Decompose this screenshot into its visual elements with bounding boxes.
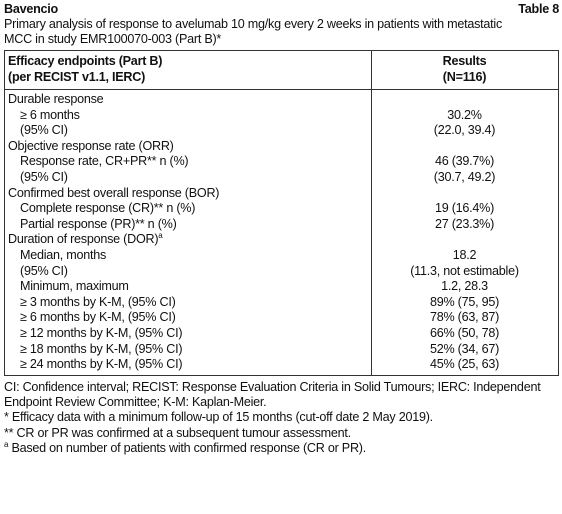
row-label: (95% CI) [20,169,68,184]
section-heading-cell: Confirmed best overall response (BOR) [5,186,371,202]
footnote: * Efficacy data with a minimum follow-up… [4,410,433,425]
document: Bavencio Table 8 Primary analysis of res… [4,2,559,456]
footnote: a Based on number of patients with confi… [4,439,556,456]
footnotes: CI: Confidence interval; RECIST: Respons… [4,380,556,456]
table-row: (95% CI) (30.7, 49.2) [5,170,558,186]
row-label: Partial response (PR)** n (%) [20,216,177,231]
row-label: (95% CI) [20,123,68,138]
header-cell: Results (N=116) [371,54,558,85]
section-heading: Objective response rate (ORR) [8,138,174,153]
table-row: Median, months 18.2 [5,248,558,264]
row-label: ≥ 24 months by K-M, (95% CI) [20,357,183,372]
caption: Primary analysis of response to avelumab… [4,17,503,46]
footnote: CI: Confidence interval; RECIST: Respons… [4,379,541,409]
table-row: (95% CI) (11.3, not estimable) [5,264,558,280]
table: Efficacy endpoints (Part B) (per RECIST … [4,50,559,376]
table-row: ≥ 18 months by K-M, (95% CI) 52% (34, 67) [5,342,558,358]
section-heading: Durable response [8,92,104,106]
section-heading: Confirmed best overall response (BOR) [8,185,220,200]
row-value: (22.0, 39.4) [433,123,496,138]
table-row: Complete response (CR)** n (%) 19 (16.4%) [5,201,558,217]
row-value: (11.3, not estimable) [410,263,519,278]
row-label: ≥ 12 months by K-M, (95% CI) [20,325,183,340]
row-label: Complete response (CR)** n (%) [20,201,196,216]
table-row: Response rate, CR+PR** n (%) 46 (39.7%) [5,154,558,170]
section-row: Duration of response (DOR)a [5,232,558,248]
row-value: 27 (23.3%) [434,216,495,231]
footnote-marker: a [158,231,163,241]
header: Bavencio Table 8 [4,2,559,17]
row-value: 78% (63, 87) [429,310,500,325]
table-row: ≥ 24 months by K-M, (95% CI) 45% (25, 63) [5,357,558,373]
footnote-text: Based on number of patients with confirm… [11,440,366,455]
table-label: Table 8 [518,2,559,16]
row-value: 45% (25, 63) [429,357,500,372]
header-cell: Efficacy endpoints (Part B) (per RECIST … [5,54,371,85]
row-label: ≥ 6 months by K-M, (95% CI) [20,310,176,325]
table-row: Partial response (PR)** n (%) 27 (23.3%) [5,217,558,233]
header-line: Efficacy endpoints (Part B) [8,54,163,68]
empty-cell [371,92,558,108]
row-label: ≥ 18 months by K-M, (95% CI) [20,341,183,356]
empty-cell [371,232,558,248]
section-heading: Duration of response (DOR) [8,232,159,247]
column-divider [371,51,372,375]
section-heading-cell: Objective response rate (ORR) [5,139,371,155]
row-label: Response rate, CR+PR** n (%) [20,154,189,169]
row-value: 52% (34, 67) [429,341,500,356]
table-body: Durable response ≥ 6 months 30.2% (95% CI)(… [5,90,558,375]
section-row: Confirmed best overall response (BOR) [5,186,558,202]
table-row: ≥ 6 months by K-M, (95% CI) 78% (63, 87) [5,310,558,326]
row-label: (95% CI) [20,263,68,278]
title: Bavencio [4,2,58,16]
section-row: Durable response [5,92,558,108]
header-line: (N=116) [442,69,487,84]
table-row: ≥ 6 months 30.2% [5,108,558,124]
row-label: Minimum, maximum [20,279,129,294]
empty-cell [371,139,558,155]
table-row: ≥ 12 months by K-M, (95% CI) 66% (50, 78) [5,326,558,342]
row-label: ≥ 6 months [20,107,80,122]
table-header: Efficacy endpoints (Part B) (per RECIST … [5,51,558,90]
row-label: ≥ 3 months by K-M, (95% CI) [20,294,176,309]
row-value: (30.7, 49.2) [433,169,496,184]
row-value: 19 (16.4%) [434,201,495,216]
table-row: Minimum, maximum 1.2, 28.3 [5,279,558,295]
table-row: (95% CI) (22.0, 39.4) [5,123,558,139]
footnote: ** CR or PR was confirmed at a subsequen… [4,425,351,440]
row-label: Median, months [20,247,107,262]
section-row: Objective response rate (ORR) [5,139,558,155]
row-value: 46 (39.7%) [434,154,495,169]
row-value: 66% (50, 78) [429,325,500,340]
section-heading-cell: Durable response [5,92,371,108]
table-row: ≥ 3 months by K-M, (95% CI) 89% (75, 95) [5,295,558,311]
empty-cell [371,186,558,202]
row-value: 1.2, 28.3 [441,279,488,294]
row-value: 89% (75, 95) [429,294,500,309]
header-line: Results [442,54,487,68]
section-heading-cell: Duration of response (DOR)a [5,232,371,248]
footnote-marker: a [4,439,9,449]
row-value: 18.2 [452,247,477,262]
row-value: 30.2% [447,107,482,122]
header-line: (per RECIST v1.1, IERC) [8,69,146,84]
